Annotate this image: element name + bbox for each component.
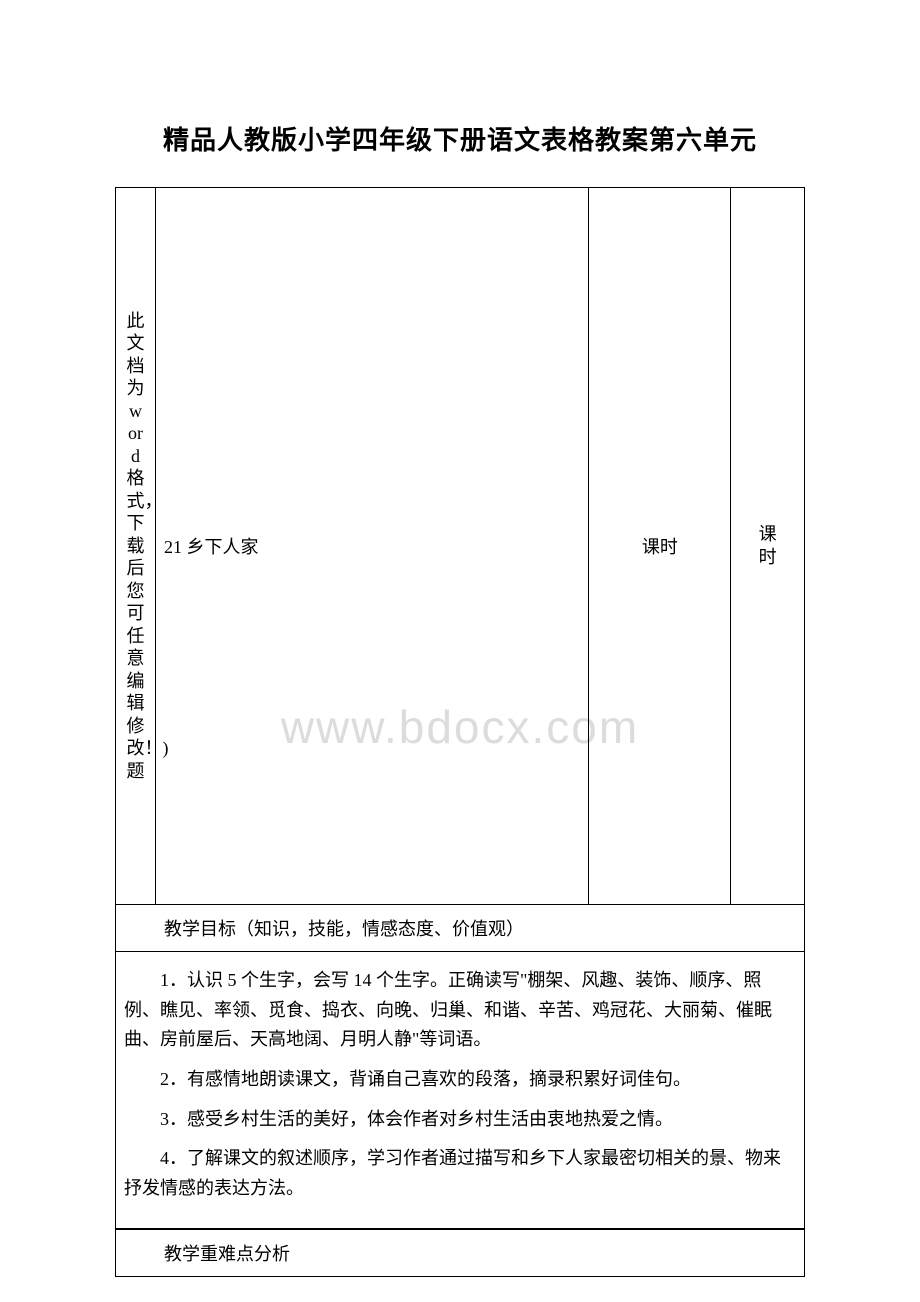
page-container: 精品人教版小学四年级下册语文表格教案第六单元 此文档为word格式，下载后您可任… — [0, 0, 920, 1277]
objective-item-3: 3．感受乡村生活的美好，体会作者对乡村生活由衷地热爱之情。 — [124, 1105, 784, 1135]
objective-item-1: 1．认识 5 个生字，会写 14 个生字。正确读写"棚架、风趣、装饰、顺序、照例… — [124, 966, 784, 1055]
objectives-label-cell: 教学目标（知识，技能，情感态度、价值观） — [116, 905, 805, 952]
lesson-plan-table: 此文档为word格式，下载后您可任意编辑修改！) 题 21 乡下人家 课时 课时… — [115, 187, 805, 952]
objective-item-4: 4．了解课文的叙述顺序，学习作者通过描写和乡下人家最密切相关的景、物来抒发情感的… — [124, 1144, 784, 1203]
lesson-title-cell: 21 乡下人家 — [155, 188, 588, 905]
objective-item-2: 2．有感情地朗读课文，背诵自己喜欢的段落，摘录积累好词佳句。 — [124, 1065, 784, 1095]
difficulties-label-cell: 教学重难点分析 — [116, 1229, 805, 1276]
period-label-cell: 课时 — [589, 188, 731, 905]
note-text: 此文档为word格式，下载后您可任意编辑修改！) 题 — [126, 310, 144, 783]
period-text: 课时 — [758, 523, 778, 570]
lesson-plan-table-continued: 教学重难点分析 — [115, 1229, 805, 1277]
table-row-difficulties-label: 教学重难点分析 — [116, 1229, 805, 1276]
table-row-header: 此文档为word格式，下载后您可任意编辑修改！) 题 21 乡下人家 课时 课时 — [116, 188, 805, 905]
document-title: 精品人教版小学四年级下册语文表格教案第六单元 — [115, 120, 805, 157]
table-row-objectives-label: 教学目标（知识，技能，情感态度、价值观） — [116, 905, 805, 952]
objectives-content-box: 1．认识 5 个生字，会写 14 个生字。正确读写"棚架、风趣、装饰、顺序、照例… — [115, 952, 805, 1229]
col1-note: 此文档为word格式，下载后您可任意编辑修改！) 题 — [116, 188, 156, 905]
period-value-cell: 课时 — [731, 188, 805, 905]
